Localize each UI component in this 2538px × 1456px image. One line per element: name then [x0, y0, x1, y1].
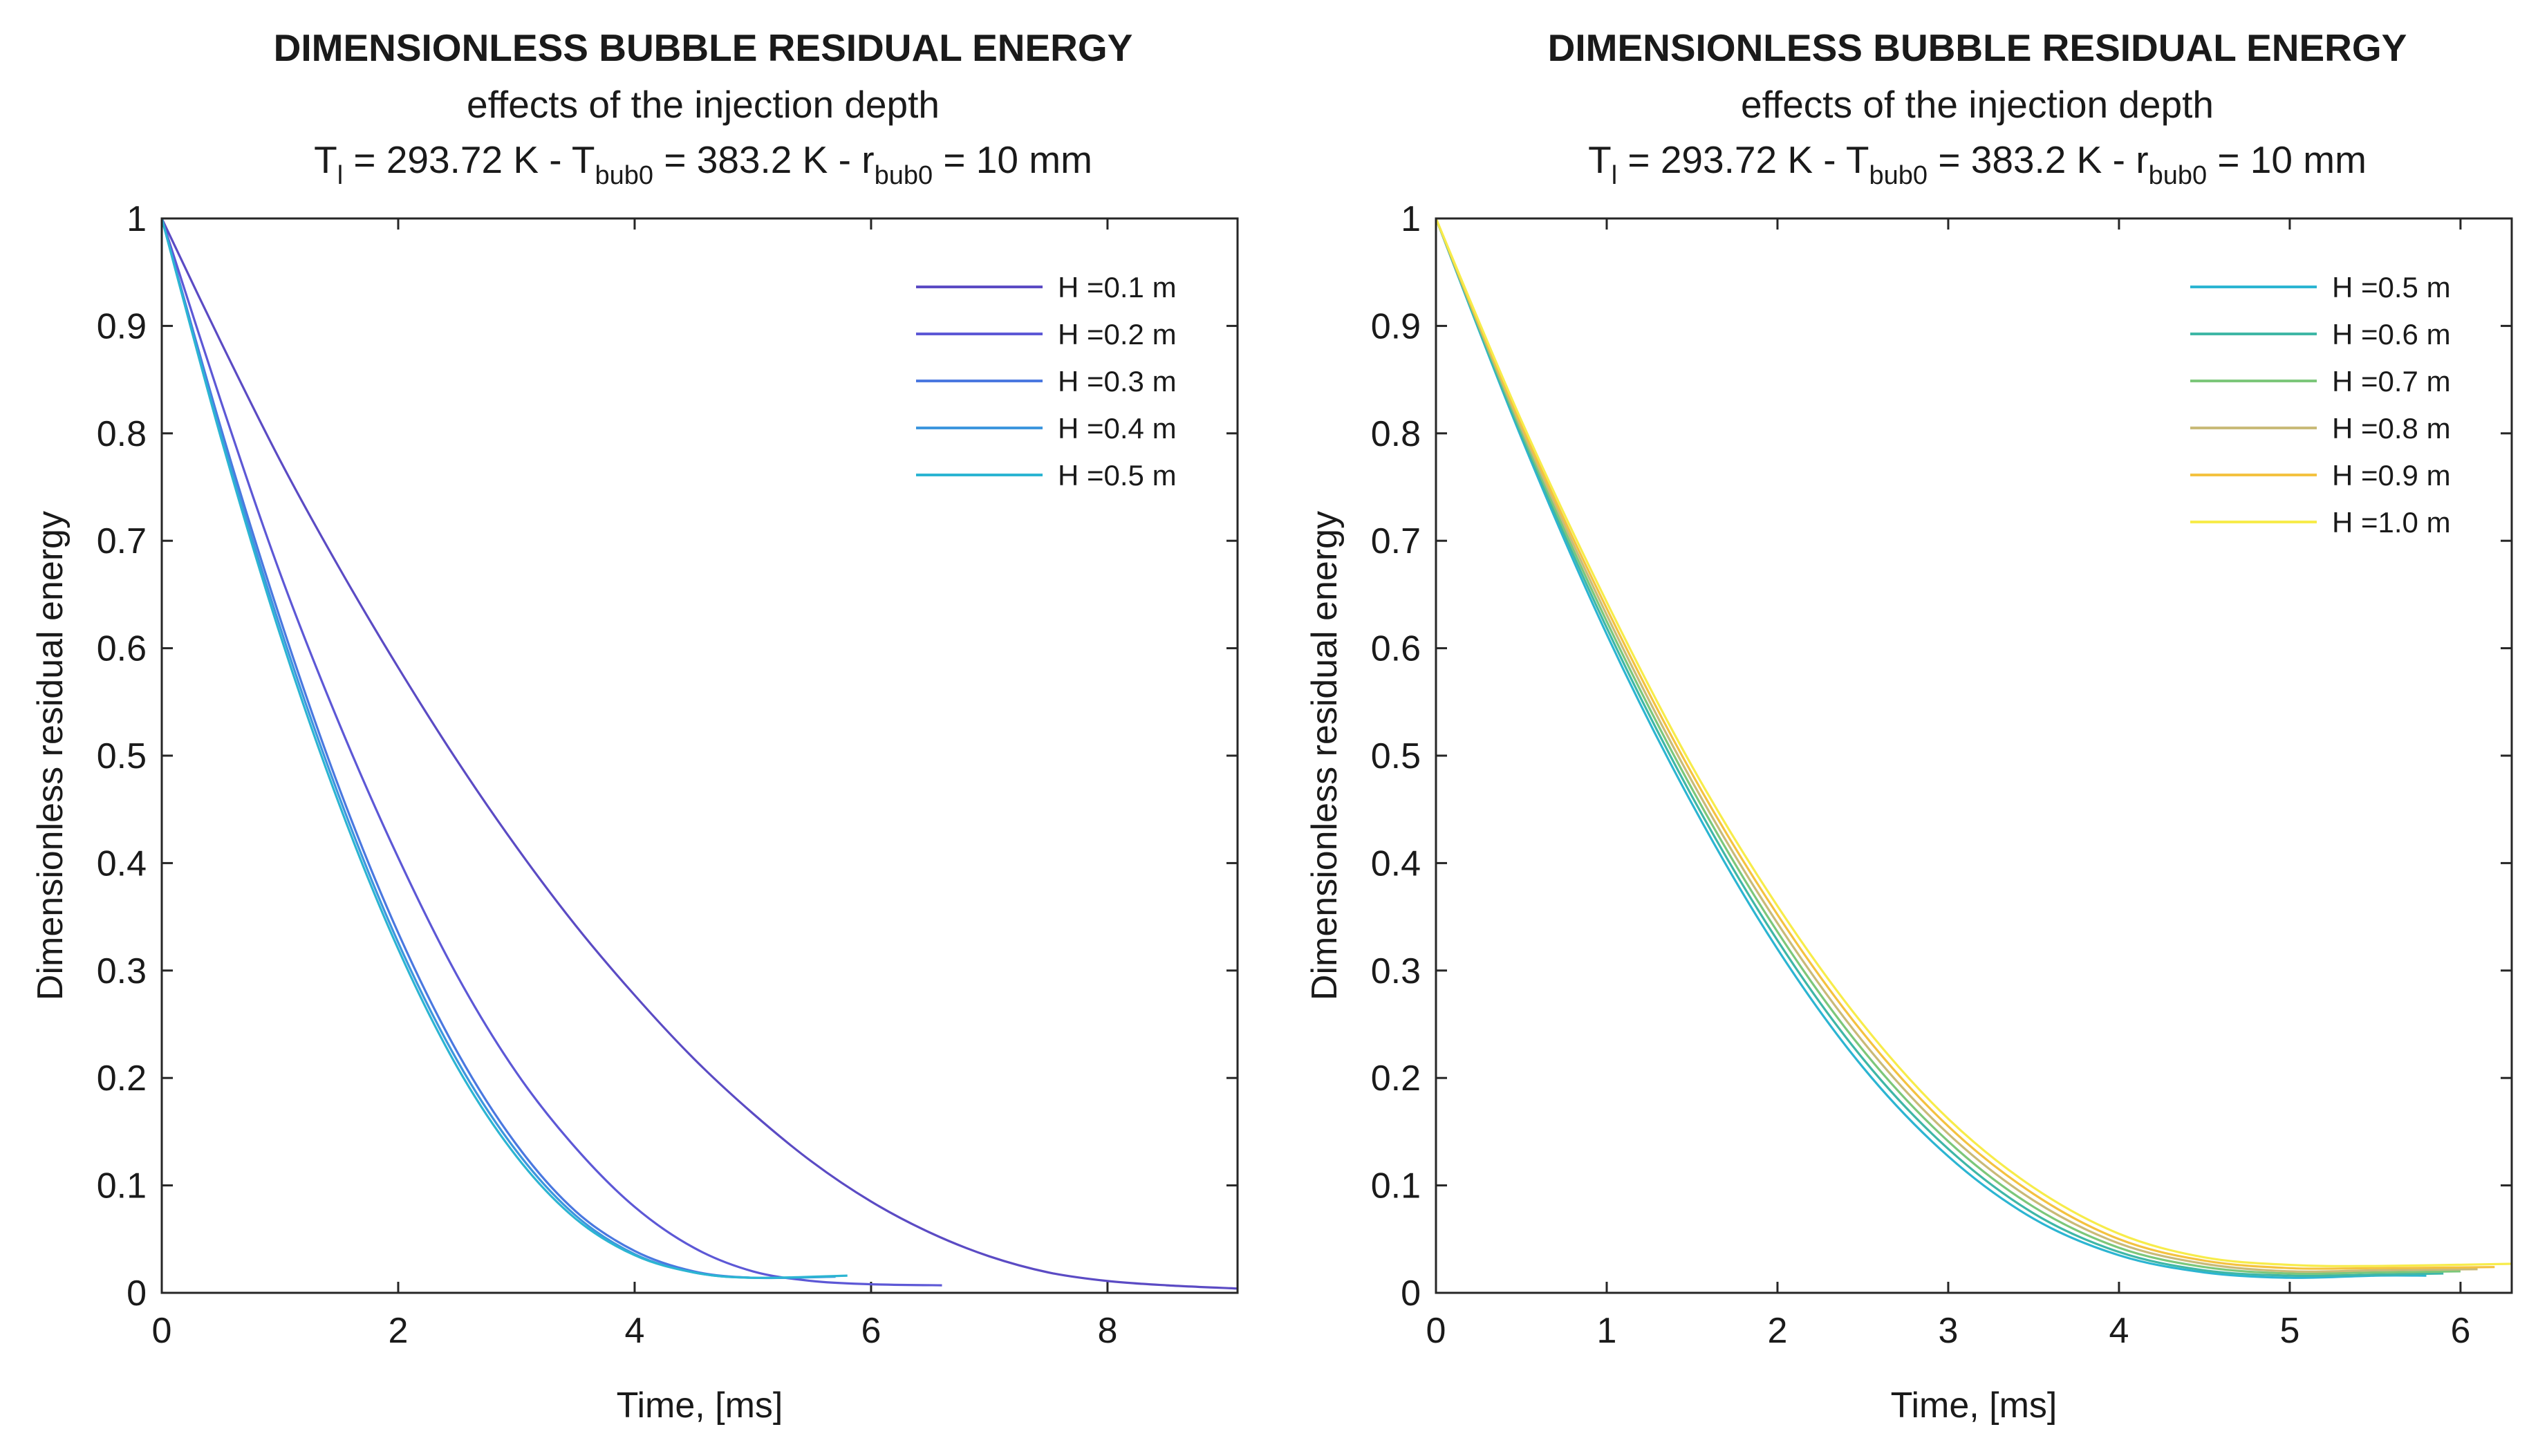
right-x-tick-label: 2: [1768, 1311, 1788, 1351]
left-legend-label: H =0.5 m: [1058, 459, 1177, 492]
right-tb-value: = 383.2 K -: [1928, 138, 2136, 181]
left-y-axis-label: Dimensionless residual energy: [30, 511, 71, 1000]
right-legend-label: H =0.8 m: [2332, 412, 2451, 445]
left-y-tick-label: 0.4: [97, 843, 147, 884]
right-y-tick-label: 0: [1401, 1273, 1421, 1314]
right-legend: H =0.5 m H =0.6 m H =0.7 m H =0.8 m H =0.9 m…: [2190, 271, 2451, 539]
right-x-tick-label: 4: [2109, 1311, 2129, 1351]
right-y-axis-label: Dimensionless residual energy: [1305, 511, 1345, 1000]
right-chart-conditions: Tl = 293.72 K - Tbub0 = 383.2 K - rbub0 …: [1588, 138, 2367, 190]
right-x-tick-label: 6: [2450, 1311, 2470, 1351]
left-tl-symbol: T: [314, 138, 337, 181]
right-legend-label: H =0.7 m: [2332, 365, 2451, 398]
right-x-axis-label: Time, [ms]: [1891, 1385, 2058, 1426]
left-chart-title: DIMENSIONLESS BUBBLE RESIDUAL ENERGY: [274, 26, 1133, 69]
right-chart: DIMENSIONLESS BUBBLE RESIDUAL ENERGY eff…: [1305, 26, 2513, 1426]
right-series-line-2: [1435, 218, 2444, 1278]
right-tb-symbol: T: [1846, 138, 1869, 181]
right-series-lines: [1435, 218, 2512, 1279]
left-y-tick-label: 0.7: [97, 521, 147, 561]
left-y-tick-label: 0.9: [97, 306, 147, 346]
left-y-tick-label: 1: [127, 199, 147, 239]
right-series-line-3: [1435, 218, 2461, 1275]
right-legend-label: H =1.0 m: [2332, 506, 2451, 539]
left-x-axis-label: Time, [ms]: [617, 1385, 783, 1426]
right-y-tick-label: 0.5: [1371, 736, 1421, 776]
right-tl-value: = 293.72 K -: [1617, 138, 1846, 181]
right-y-tick-label: 0.8: [1371, 414, 1421, 454]
left-tl-subscript: l: [337, 161, 343, 190]
left-tl-value: = 293.72 K -: [343, 138, 572, 181]
right-x-tick-label: 1: [1597, 1311, 1617, 1351]
left-series-line-5: [160, 218, 848, 1279]
left-y-tick-label: 0.2: [97, 1058, 147, 1099]
left-chart: DIMENSIONLESS BUBBLE RESIDUAL ENERGY eff…: [30, 26, 1239, 1426]
left-x-tick-label: 0: [152, 1311, 172, 1351]
left-y-tick-label: 0.8: [97, 414, 147, 454]
left-legend-label: H =0.1 m: [1058, 271, 1177, 304]
right-tb-subscript: bub0: [1869, 161, 1928, 190]
right-r-symbol: r: [2136, 138, 2148, 181]
left-series-line-1: [160, 218, 1238, 1290]
left-y-tick-label: 0.6: [97, 629, 147, 669]
right-r-value: = 10 mm: [2207, 138, 2367, 181]
left-x-tick-label: 8: [1097, 1311, 1117, 1351]
left-legend-label: H =0.3 m: [1058, 365, 1177, 398]
right-y-tick-label: 0.3: [1371, 951, 1421, 991]
left-chart-subtitle: effects of the injection depth: [467, 83, 940, 126]
right-x-tick-label: 3: [1938, 1311, 1958, 1351]
left-tb-subscript: bub0: [595, 161, 654, 190]
right-legend-label: H =0.5 m: [2332, 271, 2451, 304]
right-tl-subscript: l: [1612, 161, 1617, 190]
left-y-tick-label: 0.1: [97, 1166, 147, 1206]
right-chart-title: DIMENSIONLESS BUBBLE RESIDUAL ENERGY: [1548, 26, 2407, 69]
right-plot-area: [1435, 217, 2513, 1294]
left-series-lines: [160, 218, 1238, 1290]
right-legend-label: H =0.9 m: [2332, 459, 2451, 492]
left-r-symbol: r: [861, 138, 874, 181]
left-axis-ticks: 0 2 4 6 8 0 0.1 0.2 0.3 0.4 0.5 0.6 0.7 0.8 0.9 1: [97, 199, 1238, 1351]
right-y-tick-label: 1: [1401, 199, 1421, 239]
left-chart-conditions: Tl = 293.72 K - Tbub0 = 383.2 K - rbub0 …: [314, 138, 1092, 190]
right-x-tick-label: 0: [1426, 1311, 1446, 1351]
right-series-line-5: [1435, 218, 2495, 1270]
left-x-tick-label: 2: [389, 1311, 409, 1351]
left-y-tick-label: 0.5: [97, 736, 147, 776]
left-legend-label: H =0.4 m: [1058, 412, 1177, 445]
right-y-tick-label: 0.2: [1371, 1058, 1421, 1099]
left-legend-label: H =0.2 m: [1058, 318, 1177, 351]
right-series-line-4: [1435, 218, 2478, 1273]
left-plot-area: [160, 217, 1239, 1294]
left-series-line-3: [160, 218, 824, 1280]
right-tl-symbol: T: [1588, 138, 1612, 181]
left-x-tick-label: 6: [861, 1311, 881, 1351]
right-y-tick-label: 0.4: [1371, 843, 1421, 884]
right-legend-label: H =0.6 m: [2332, 318, 2451, 351]
left-x-tick-label: 4: [624, 1311, 644, 1351]
right-r-subscript: bub0: [2149, 161, 2208, 190]
right-x-tick-label: 5: [2279, 1311, 2299, 1351]
right-axis-ticks: 0 1 2 3 4 5 6 0 0.1 0.2 0.3 0.4 0.5 0.6 0.7 0.8 0.9 1: [1371, 199, 2512, 1351]
left-y-tick-label: 0.3: [97, 951, 147, 991]
right-series-line-1: [1435, 218, 2427, 1279]
left-series-line-2: [160, 218, 942, 1287]
left-r-subscript: bub0: [875, 161, 933, 190]
left-tb-symbol: T: [572, 138, 595, 181]
right-y-tick-label: 0.1: [1371, 1166, 1421, 1206]
right-y-tick-label: 0.9: [1371, 306, 1421, 346]
right-series-line-6: [1435, 218, 2512, 1267]
left-r-value: = 10 mm: [933, 138, 1092, 181]
left-y-tick-label: 0: [127, 1273, 147, 1314]
right-y-tick-label: 0.6: [1371, 629, 1421, 669]
left-tb-value: = 383.2 K -: [653, 138, 861, 181]
left-legend: H =0.1 m H =0.2 m H =0.3 m H =0.4 m H =0.5 m: [916, 271, 1177, 492]
right-chart-subtitle: effects of the injection depth: [1741, 83, 2214, 126]
right-y-tick-label: 0.7: [1371, 521, 1421, 561]
